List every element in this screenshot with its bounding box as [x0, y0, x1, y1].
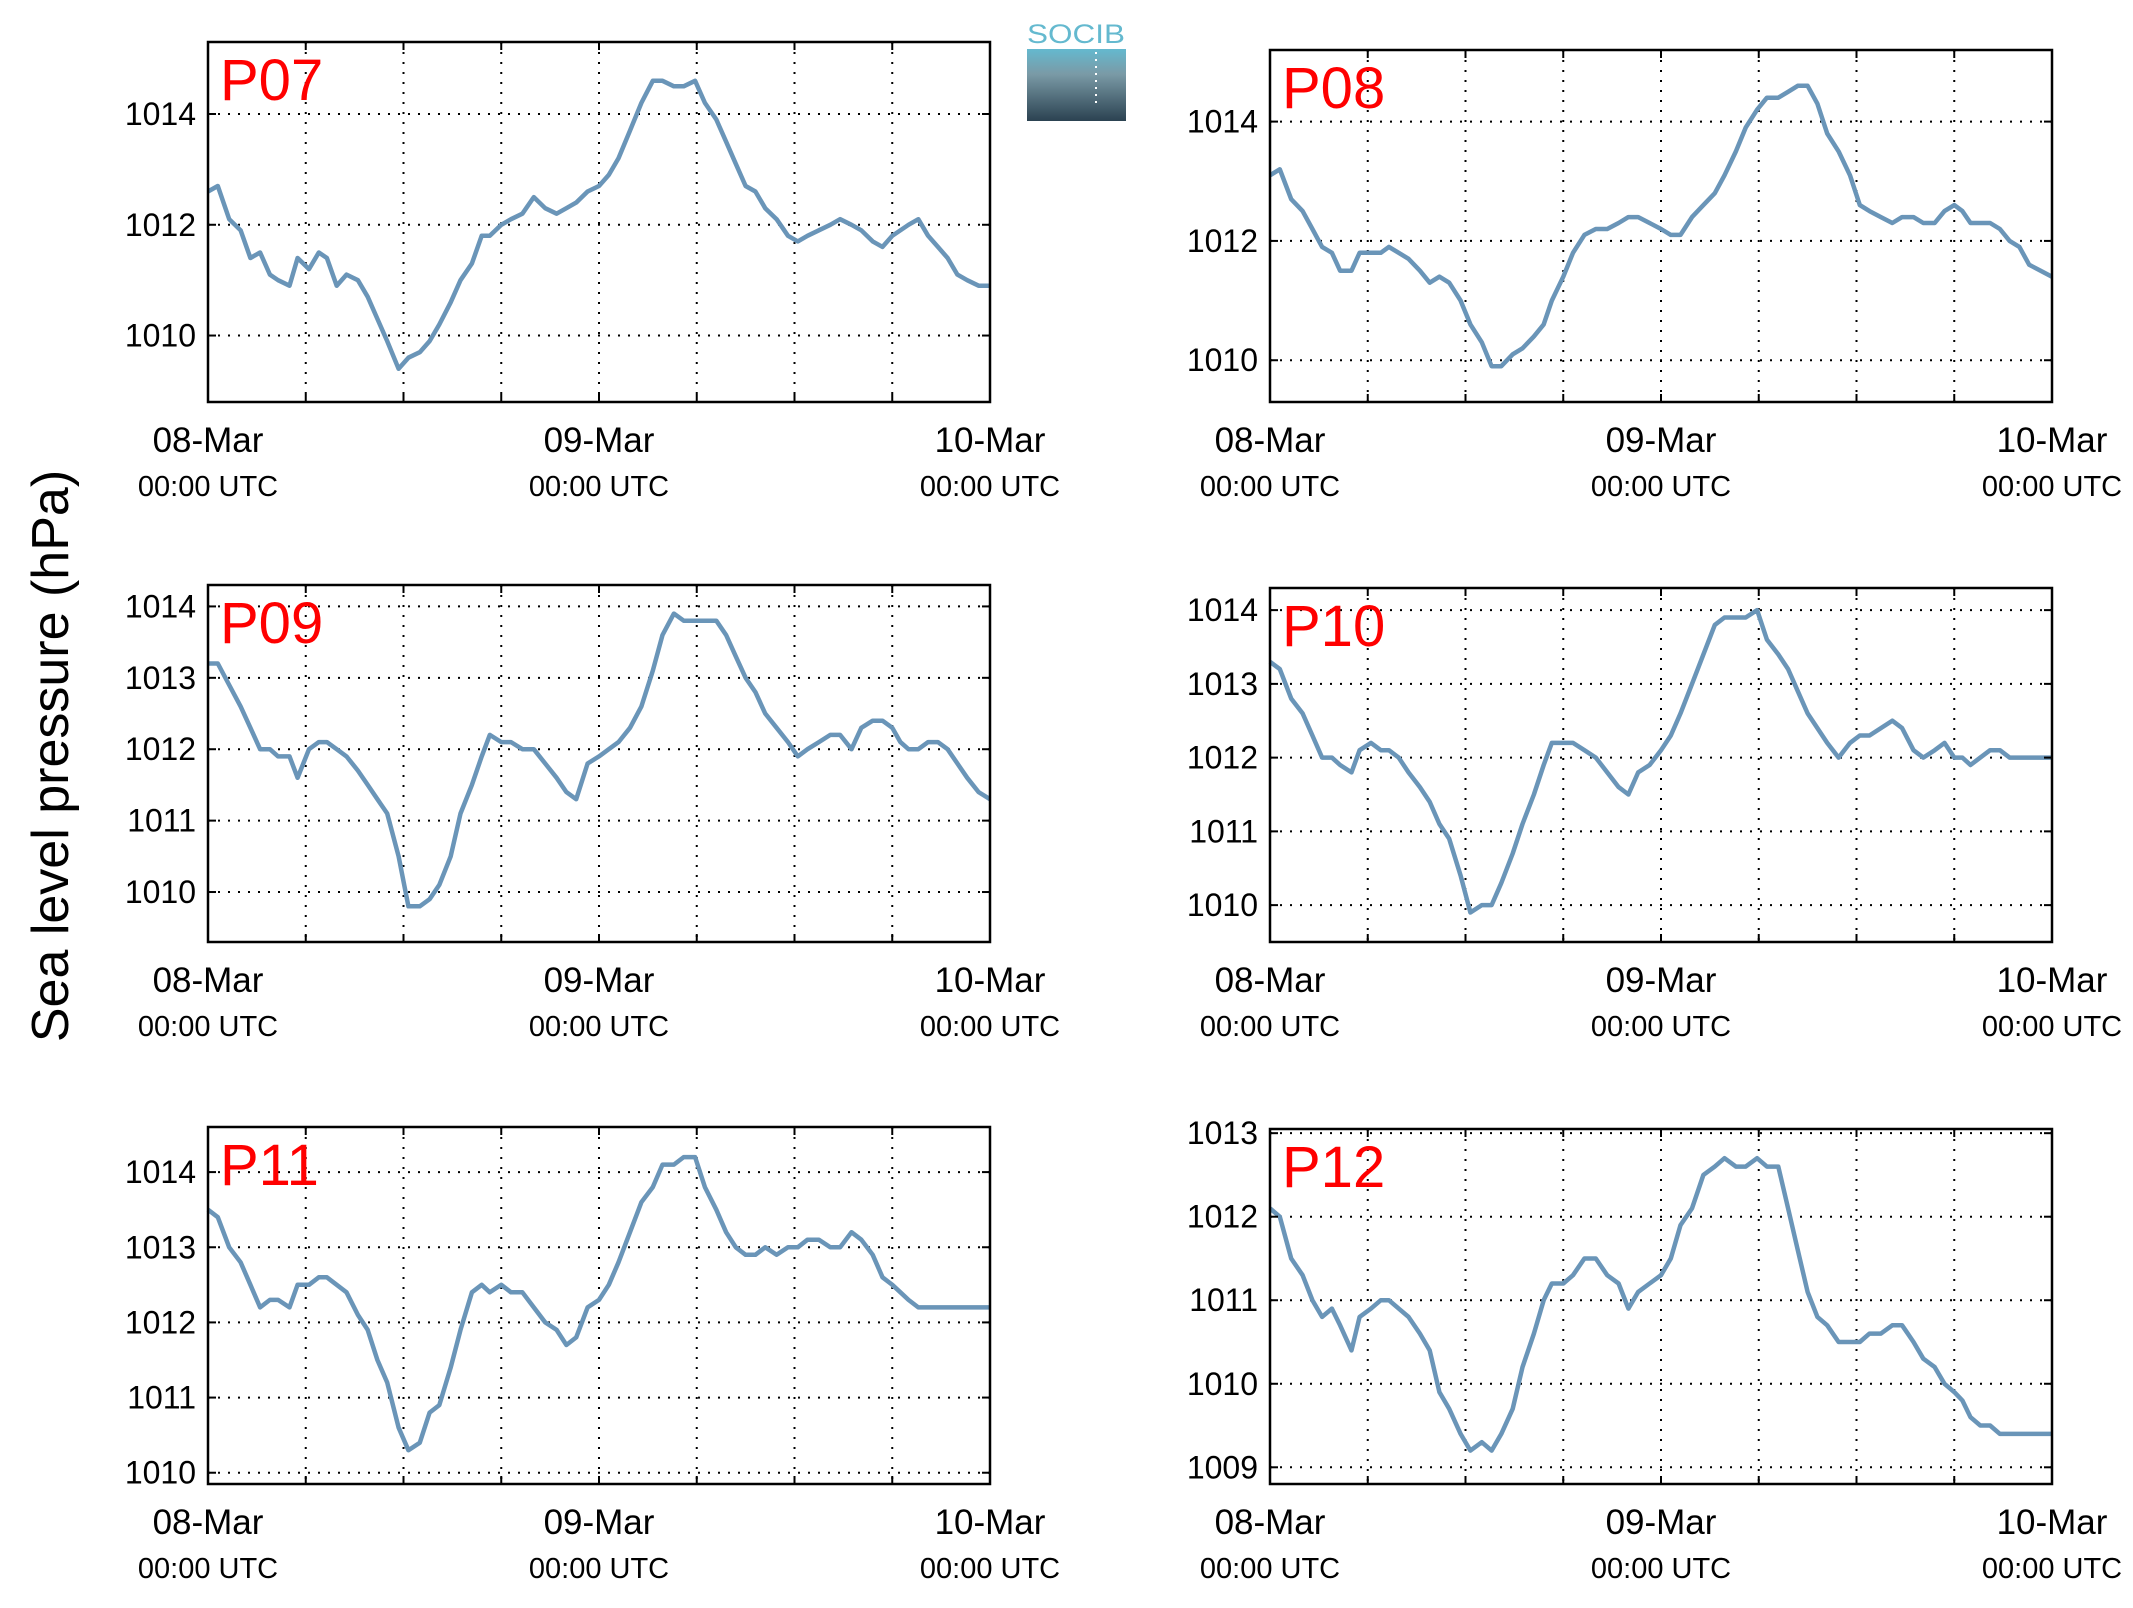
- y-tick-label: 1011: [127, 1380, 196, 1416]
- pressure-series-line: [1268, 607, 2052, 915]
- x-tick-label-date: 09-Mar: [1606, 961, 1717, 1000]
- x-tick-label-date: 09-Mar: [544, 1503, 655, 1542]
- x-tick-label-time: 00:00 UTC: [1200, 1553, 1340, 1585]
- pressure-series-line: [206, 1154, 990, 1453]
- axes-frame: [206, 1125, 992, 1486]
- x-tick-label-time: 00:00 UTC: [1591, 1011, 1731, 1043]
- x-tick-label-time: 00:00 UTC: [920, 471, 1060, 503]
- x-tick-label-date: 10-Mar: [935, 1503, 1046, 1542]
- x-tick-label-date: 08-Mar: [1215, 1503, 1326, 1542]
- y-tick-label: 1010: [1187, 342, 1258, 378]
- x-tick-label-time: 00:00 UTC: [138, 1011, 278, 1043]
- panel-p07: 1010 1012 1014 08-Mar 00:00 UTC 09-Mar 00:00 U…: [125, 40, 1060, 503]
- x-tick-label-time: 00:00 UTC: [920, 1553, 1060, 1585]
- x-tick-label-date: 10-Mar: [1997, 961, 2108, 1000]
- x-tick-label-time: 00:00 UTC: [529, 471, 669, 503]
- y-tick-label: 1010: [125, 874, 196, 910]
- logo-text: SOCIB: [1027, 19, 1125, 49]
- x-tick-label-date: 08-Mar: [153, 421, 264, 460]
- x-tick-label-date: 10-Mar: [1997, 421, 2108, 460]
- x-tick-label-date: 09-Mar: [544, 421, 655, 460]
- x-tick-label-date: 09-Mar: [1606, 1503, 1717, 1542]
- panels: 1010 1012 1014 08-Mar 00:00 UTC 09-Mar 00:00 U…: [125, 40, 2122, 1585]
- y-tick-label: 1009: [1187, 1449, 1258, 1485]
- x-tick-label-time: 00:00 UTC: [1982, 1011, 2122, 1043]
- x-tick-label-time: 00:00 UTC: [1982, 1553, 2122, 1585]
- x-tick-label-time: 00:00 UTC: [1200, 1011, 1340, 1043]
- panel-p12: 1009 1010 1011 1012 1013 08-Mar 00:00 UTC 09-Ma…: [1187, 1115, 2122, 1585]
- y-tick-label: 1010: [125, 318, 196, 354]
- y-tick-label: 1010: [1187, 1366, 1258, 1402]
- y-tick-label: 1014: [125, 588, 196, 624]
- panel-p11: 1010 1011 1012 1013 1014 08-Mar 00:00 UTC 09-Ma…: [125, 1125, 1060, 1585]
- y-tick-label: 1013: [125, 1229, 196, 1265]
- panel-p08: 1010 1012 1014 08-Mar 00:00 UTC 09-Mar 00:00 U…: [1187, 48, 2122, 503]
- axes-frame: [206, 583, 992, 944]
- x-tick-label-time: 00:00 UTC: [138, 1553, 278, 1585]
- y-tick-label: 1012: [1187, 1199, 1258, 1235]
- x-tick-label-time: 00:00 UTC: [1591, 1553, 1731, 1585]
- socib-logo: SOCIB: [1027, 19, 1126, 121]
- y-tick-label: 1012: [125, 1304, 196, 1340]
- x-tick-label-date: 08-Mar: [1215, 961, 1326, 1000]
- y-tick-label: 1013: [1187, 666, 1258, 702]
- pressure-series-line: [208, 611, 992, 909]
- x-tick-label-date: 09-Mar: [1606, 421, 1717, 460]
- panel-title: P07: [220, 48, 323, 113]
- pressure-series-line: [206, 78, 990, 372]
- panel-p09: 1010 1011 1012 1013 1014 08-Mar 00:00 UTC 09-Ma…: [125, 583, 1060, 1043]
- logo-block: [1027, 49, 1126, 121]
- pressure-series-line: [1268, 83, 2054, 369]
- y-tick-label: 1012: [1187, 223, 1258, 259]
- x-tick-label-time: 00:00 UTC: [920, 1011, 1060, 1043]
- panel-title: P09: [220, 591, 323, 656]
- axes-frame: [1268, 48, 2054, 404]
- x-tick-label-time: 00:00 UTC: [529, 1011, 669, 1043]
- x-tick-label-time: 00:00 UTC: [529, 1553, 669, 1585]
- y-tick-label: 1011: [127, 803, 196, 839]
- y-tick-label: 1010: [125, 1455, 196, 1491]
- x-tick-label-date: 08-Mar: [1215, 421, 1326, 460]
- panel-title: P12: [1282, 1135, 1385, 1200]
- y-tick-label: 1010: [1187, 887, 1258, 923]
- x-tick-label-date: 10-Mar: [935, 961, 1046, 1000]
- y-tick-label: 1012: [125, 207, 196, 243]
- panel-p10: 1010 1011 1012 1013 1014 08-Mar 00:00 UTC 09-Ma…: [1187, 586, 2122, 1043]
- x-tick-label-date: 08-Mar: [153, 961, 264, 1000]
- y-tick-label: 1013: [125, 660, 196, 696]
- y-tick-label: 1014: [125, 1154, 196, 1190]
- x-tick-label-time: 00:00 UTC: [1591, 471, 1731, 503]
- x-tick-label-time: 00:00 UTC: [1982, 471, 2122, 503]
- y-tick-label: 1014: [1187, 104, 1258, 140]
- panel-title: P08: [1282, 56, 1385, 121]
- panel-title: P10: [1282, 594, 1385, 659]
- x-tick-label-time: 00:00 UTC: [1200, 471, 1340, 503]
- y-tick-label: 1014: [1187, 592, 1258, 628]
- panel-title: P11: [220, 1133, 319, 1198]
- x-tick-label-time: 00:00 UTC: [138, 471, 278, 503]
- y-axis-label: Sea level pressure (hPa): [22, 470, 80, 1042]
- x-tick-label-date: 09-Mar: [544, 961, 655, 1000]
- y-tick-label: 1012: [125, 731, 196, 767]
- pressure-series-line: [1268, 1155, 2052, 1453]
- y-tick-label: 1013: [1187, 1115, 1258, 1151]
- x-tick-label-date: 10-Mar: [935, 421, 1046, 460]
- y-tick-label: 1011: [1189, 813, 1258, 849]
- y-tick-label: 1012: [1187, 740, 1258, 776]
- x-tick-label-date: 08-Mar: [153, 1503, 264, 1542]
- y-tick-label: 1014: [125, 96, 196, 132]
- x-tick-label-date: 10-Mar: [1997, 1503, 2108, 1542]
- y-tick-label: 1011: [1189, 1282, 1258, 1318]
